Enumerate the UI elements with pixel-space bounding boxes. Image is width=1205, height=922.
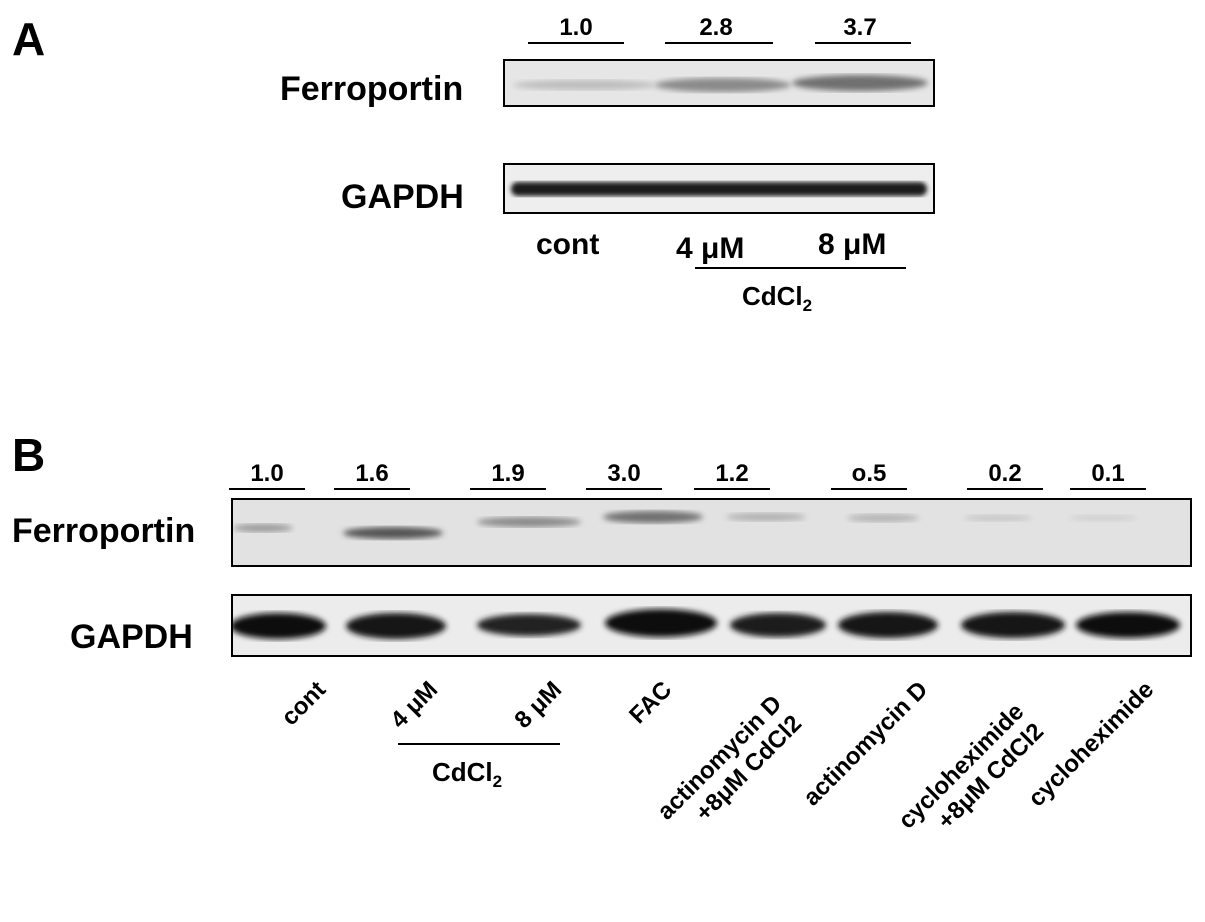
- panel-b-quant-line-8: [1070, 488, 1146, 490]
- panel-b-quant-line-7: [967, 488, 1043, 490]
- panel-a-treatment-label: CdCl2: [742, 281, 813, 316]
- panel-b-lane-label-1: cont: [276, 676, 332, 732]
- panel-a-quant-3: 3.7: [843, 14, 877, 41]
- panel-a-quant-line-1: [528, 42, 624, 44]
- panel-b-ferroportin-label: Ferroportin: [12, 512, 196, 550]
- panel-b-treatment-line: [398, 743, 560, 745]
- panel-b-letter: B: [12, 429, 46, 481]
- panel-a-lane-8um: 8 μM: [818, 228, 887, 261]
- panel-a-ferroportin-label: Ferroportin: [280, 70, 464, 108]
- panel-b-quant-line-6: [831, 488, 907, 490]
- panel-b-quant-line-4: [586, 488, 662, 490]
- panel-b-quant-1: 1.0: [250, 460, 284, 487]
- panel-b-quant-2: 1.6: [355, 460, 389, 487]
- panel-b-quant-8: 0.1: [1091, 460, 1125, 487]
- panel-a-quant-2: 2.8: [699, 14, 733, 41]
- panel-b-gapdh-label: GAPDH: [70, 618, 193, 656]
- panel-a-lane-4um: 4 μM: [676, 232, 745, 265]
- panel-b-quant-5: 1.2: [715, 460, 749, 487]
- panel-b-quant-line-5: [694, 488, 770, 490]
- panel-b-quant-line-1: [229, 488, 305, 490]
- panel-a-quant-line-3: [815, 42, 911, 44]
- panel-b-quant-6: o.5: [851, 460, 887, 487]
- panel-b-quant-7: 0.2: [988, 460, 1022, 487]
- panel-a-gapdh-label: GAPDH: [341, 178, 464, 216]
- panel-b-quant-line-2: [334, 488, 410, 490]
- band: [513, 80, 657, 90]
- panel-b-quant-4: 3.0: [607, 460, 641, 487]
- panel-a-lane-cont: cont: [536, 228, 600, 261]
- panel-b-quant-line-3: [470, 488, 546, 490]
- panel-a-quant-line-2: [665, 42, 773, 44]
- panel-a-quant-1: 1.0: [559, 14, 593, 41]
- panel-a-ferroportin-blot: [503, 59, 935, 107]
- panel-b-quant-3: 1.9: [491, 460, 525, 487]
- panel-b-gapdh-blot: [231, 594, 1192, 657]
- panel-b-ferroportin-blot: [231, 498, 1192, 567]
- panel-a-treatment-line: [695, 267, 906, 269]
- panel-b-treatment-label: CdCl2: [432, 757, 503, 792]
- panel-a-gapdh-blot: [503, 163, 935, 214]
- panel-a-letter: A: [12, 13, 46, 65]
